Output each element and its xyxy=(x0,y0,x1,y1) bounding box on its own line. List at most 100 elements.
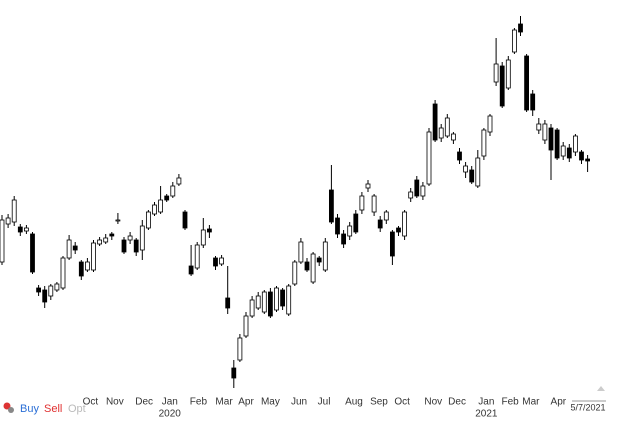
candle-body xyxy=(23,227,29,232)
candle-body xyxy=(133,239,139,253)
candle-body xyxy=(402,211,408,237)
candle-body xyxy=(286,285,292,315)
candle-body xyxy=(213,257,218,267)
year-label: 2020 xyxy=(159,409,182,420)
candle-body xyxy=(566,147,572,159)
candle-body xyxy=(176,177,182,185)
candle-body xyxy=(66,239,72,259)
candle-body xyxy=(170,185,176,197)
candle-body xyxy=(426,131,432,185)
candle-body xyxy=(512,29,517,53)
candle-body xyxy=(261,291,267,313)
candle-body xyxy=(78,261,84,277)
candle-body xyxy=(225,297,231,309)
candle-body xyxy=(206,228,212,233)
candle-body xyxy=(481,129,487,157)
candle-body xyxy=(48,285,54,297)
candle-body xyxy=(182,211,188,229)
candle-body xyxy=(249,299,255,317)
candle-body xyxy=(152,204,157,215)
candle-body xyxy=(0,219,5,263)
candle-body xyxy=(103,237,109,243)
candle-body xyxy=(298,241,304,263)
candle-body xyxy=(109,233,115,237)
candle-body xyxy=(408,191,414,199)
candle-body xyxy=(139,225,145,251)
candle-body xyxy=(274,287,279,311)
candle-body xyxy=(579,151,584,161)
candle-body xyxy=(475,157,481,187)
candle-body xyxy=(377,219,383,229)
candle-body xyxy=(353,213,359,233)
x-tick-label: Dec xyxy=(135,397,153,408)
candle-body xyxy=(219,257,225,265)
candle-body xyxy=(420,185,426,197)
candle-body xyxy=(97,239,102,245)
candle-body xyxy=(72,245,78,251)
candle-body xyxy=(243,315,249,337)
candle-body xyxy=(505,59,511,89)
toolbar: Buy Sell Opt xyxy=(3,402,86,415)
candle-body xyxy=(145,211,151,229)
candle-body xyxy=(463,165,469,173)
candle-body xyxy=(328,189,334,223)
candle-body xyxy=(322,241,328,271)
candle-body xyxy=(493,63,499,83)
candle-body xyxy=(396,227,401,233)
candle-body xyxy=(5,217,11,225)
candle-body xyxy=(42,289,48,303)
options-button[interactable]: Opt xyxy=(68,403,86,415)
candle-body xyxy=(267,291,273,317)
candle-body xyxy=(85,261,90,271)
candle-body xyxy=(560,145,566,157)
candle-body xyxy=(194,244,200,269)
candle-body xyxy=(54,283,60,291)
candle-body xyxy=(115,219,121,222)
candle-body xyxy=(60,257,66,289)
candle-body xyxy=(536,123,542,131)
candle-body xyxy=(383,211,389,221)
x-tick-label: Jan xyxy=(162,397,178,408)
scroll-arrow[interactable] xyxy=(597,386,605,391)
candle-body xyxy=(36,287,41,293)
candle-body xyxy=(255,295,261,309)
x-tick-label: Aug xyxy=(345,397,363,408)
candle-body xyxy=(542,123,548,141)
x-tick-label: Feb xyxy=(190,397,208,408)
candle-body xyxy=(91,242,96,271)
x-tick-label: Mar xyxy=(215,397,233,408)
candle-body xyxy=(450,133,456,141)
x-tick-label: Apr xyxy=(551,397,567,408)
candle-body xyxy=(200,229,206,246)
sell-button[interactable]: Sell xyxy=(44,403,62,415)
candle-body xyxy=(554,129,560,159)
candle-body xyxy=(524,55,529,111)
x-tick-label: Dec xyxy=(448,397,466,408)
buy-button[interactable]: Buy xyxy=(20,403,39,415)
candle-body xyxy=(292,261,298,285)
candle-body xyxy=(280,289,286,307)
candle-body xyxy=(548,127,554,151)
x-tick-label: Jul xyxy=(318,397,331,408)
candle-body xyxy=(499,65,505,107)
candle-body xyxy=(469,169,475,183)
x-tick-label: Sep xyxy=(370,397,388,408)
candle-body xyxy=(121,239,127,253)
x-tick-label: Jan xyxy=(478,397,494,408)
candle-body xyxy=(237,337,243,361)
x-tick-label: Oct xyxy=(83,397,99,408)
candle-body xyxy=(585,158,590,162)
candle-body xyxy=(17,226,23,233)
candle-body xyxy=(438,127,444,139)
icon[interactable] xyxy=(3,402,11,410)
last-date: 5/7/2021 xyxy=(570,402,605,412)
candle-body xyxy=(11,199,17,223)
candle-body xyxy=(127,235,133,241)
year-label: 2021 xyxy=(475,409,498,420)
candle-body xyxy=(335,217,340,235)
x-tick-label: Mar xyxy=(522,397,540,408)
icon xyxy=(8,407,14,413)
candle-body xyxy=(359,195,365,211)
x-tick-label: Nov xyxy=(106,397,124,408)
